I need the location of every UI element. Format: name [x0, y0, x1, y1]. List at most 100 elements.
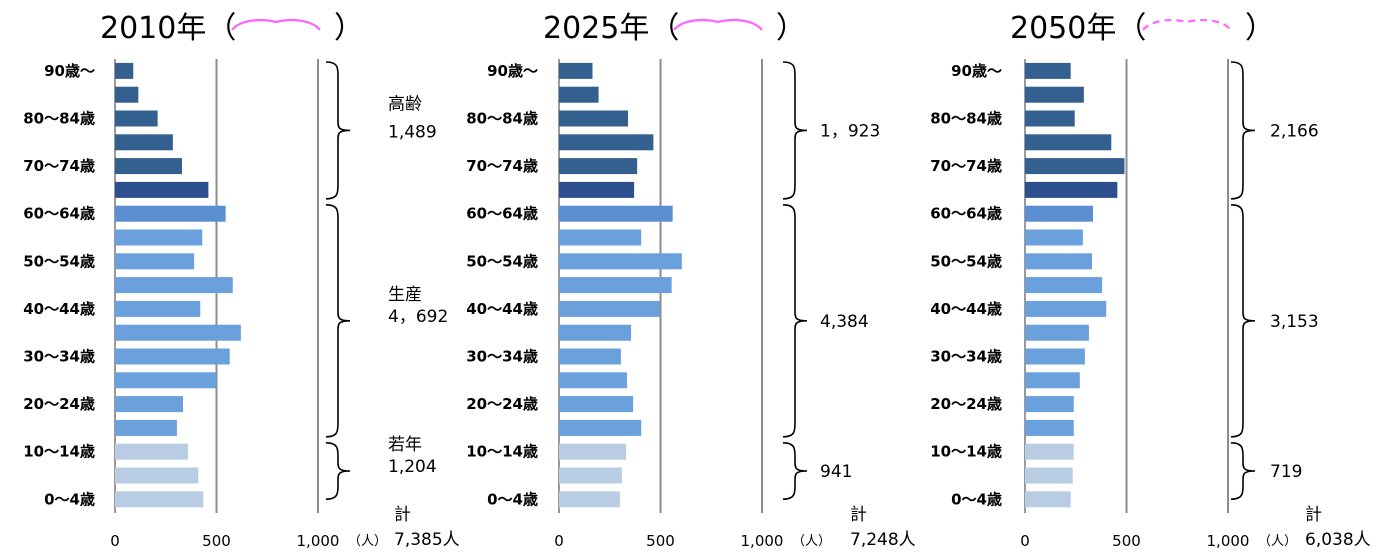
- dashed-smile-icon: [1142, 19, 1232, 31]
- y-tick-label: 20～24歳: [930, 395, 1002, 413]
- brace-aged: [325, 61, 351, 200]
- group-label: 生産: [388, 285, 422, 305]
- total-value: 7,248人: [850, 530, 916, 550]
- group-value: 4，692: [388, 307, 448, 327]
- group-value: 3,153: [1270, 312, 1319, 332]
- y-tick-label: 10～14歳: [466, 443, 538, 461]
- bar: [115, 419, 177, 436]
- brace-aged: [782, 61, 808, 200]
- y-tick-label: 90歳～: [487, 62, 538, 80]
- y-tick-label: 20～24歳: [23, 395, 95, 413]
- y-tick-label: 60～64歳: [23, 205, 95, 223]
- group-value: 719: [1270, 462, 1302, 482]
- bar: [115, 134, 173, 151]
- bar: [115, 181, 209, 198]
- y-tick-label: 90歳～: [951, 62, 1002, 80]
- bar: [115, 110, 158, 127]
- bar: [559, 467, 622, 484]
- bar: [559, 324, 632, 341]
- y-tick-label: 20～24歳: [466, 395, 538, 413]
- bar: [1025, 396, 1074, 413]
- y-tick-label: 0～4歳: [951, 490, 1002, 508]
- x-tick-label: 0: [110, 532, 120, 550]
- group-value: 1,204: [388, 457, 437, 477]
- bar: [115, 205, 226, 222]
- bar: [559, 86, 599, 103]
- brace-young: [1230, 442, 1256, 500]
- bar: [559, 491, 620, 508]
- chart-title: 2025年（: [543, 11, 679, 46]
- y-tick-label: 10～14歳: [23, 443, 95, 461]
- bar: [1025, 372, 1080, 389]
- group-value: 4,384: [820, 312, 869, 332]
- bar: [1025, 181, 1118, 198]
- chart-title-close: ）: [1245, 11, 1275, 46]
- bar: [559, 277, 672, 294]
- bar: [559, 443, 626, 460]
- brace-working: [325, 204, 351, 438]
- y-tick-label: 80～84歳: [23, 110, 95, 128]
- bar: [559, 181, 635, 198]
- x-unit-label: （人）: [348, 534, 387, 549]
- brace-working: [782, 204, 808, 438]
- bar: [559, 419, 642, 436]
- chart-2: 2025年（ ） 90歳～ 80～84歳 70～74歳 60～64歳 50～54歳 40～44…: [466, 11, 915, 550]
- bar: [1025, 348, 1085, 365]
- y-tick-label: 50～54歳: [23, 252, 95, 270]
- bar: [1025, 253, 1092, 270]
- brace-aged: [1230, 61, 1256, 200]
- bar: [115, 443, 189, 460]
- chart-1: 2010年（ ） 90歳～ 80～84歳 70～74歳 60～64歳 50～54歳 40～44…: [23, 11, 459, 550]
- bar: [1025, 158, 1125, 175]
- bar: [559, 62, 593, 79]
- y-tick-label: 70～74歳: [23, 157, 95, 175]
- bar: [115, 86, 139, 103]
- bar: [1025, 277, 1103, 294]
- bar: [559, 300, 660, 317]
- y-tick-label: 0～4歳: [44, 490, 95, 508]
- group-label: 若年: [388, 435, 422, 455]
- bar: [115, 253, 195, 270]
- bar: [559, 253, 682, 270]
- y-tick-label: 50～54歳: [466, 252, 538, 270]
- bar: [1025, 86, 1084, 103]
- brace-working: [1230, 204, 1256, 438]
- y-tick-label: 60～64歳: [466, 205, 538, 223]
- x-unit-label: （人）: [792, 534, 831, 549]
- x-tick-label: 500: [1112, 532, 1141, 550]
- y-tick-label: 90歳～: [44, 62, 95, 80]
- brace-young: [325, 442, 351, 500]
- bar: [559, 396, 634, 413]
- chart-3: 2050年（ ） 90歳～ 80～84歳 70～74歳 60～64歳 50～54歳 40～44…: [930, 11, 1370, 550]
- bar: [1025, 419, 1074, 436]
- brace-young: [782, 442, 808, 500]
- y-tick-label: 80～84歳: [930, 110, 1002, 128]
- y-tick-label: 30～34歳: [23, 348, 95, 366]
- y-tick-label: 70～74歳: [466, 157, 538, 175]
- bar: [559, 348, 621, 365]
- y-tick-label: 30～34歳: [930, 348, 1002, 366]
- total-label: 計: [850, 505, 867, 525]
- bar: [115, 158, 182, 175]
- y-tick-label: 80～84歳: [466, 110, 538, 128]
- bar: [1025, 324, 1089, 341]
- bar: [559, 134, 654, 151]
- x-tick-label: 500: [202, 532, 231, 550]
- group-value: 2,166: [1270, 121, 1319, 141]
- bar: [1025, 467, 1073, 484]
- bar: [1025, 62, 1071, 79]
- bar: [115, 372, 217, 389]
- bar: [115, 229, 203, 246]
- bar: [1025, 134, 1112, 151]
- group-value: 1,489: [388, 122, 437, 142]
- group-value: 941: [820, 462, 852, 482]
- y-tick-label: 30～34歳: [466, 348, 538, 366]
- smile-icon: [231, 19, 321, 31]
- bar: [115, 324, 241, 341]
- y-tick-label: 10～14歳: [930, 443, 1002, 461]
- bar: [559, 372, 628, 389]
- chart-title: 2050年（: [1010, 11, 1146, 46]
- bar: [1025, 205, 1094, 222]
- x-tick-label: 500: [646, 532, 675, 550]
